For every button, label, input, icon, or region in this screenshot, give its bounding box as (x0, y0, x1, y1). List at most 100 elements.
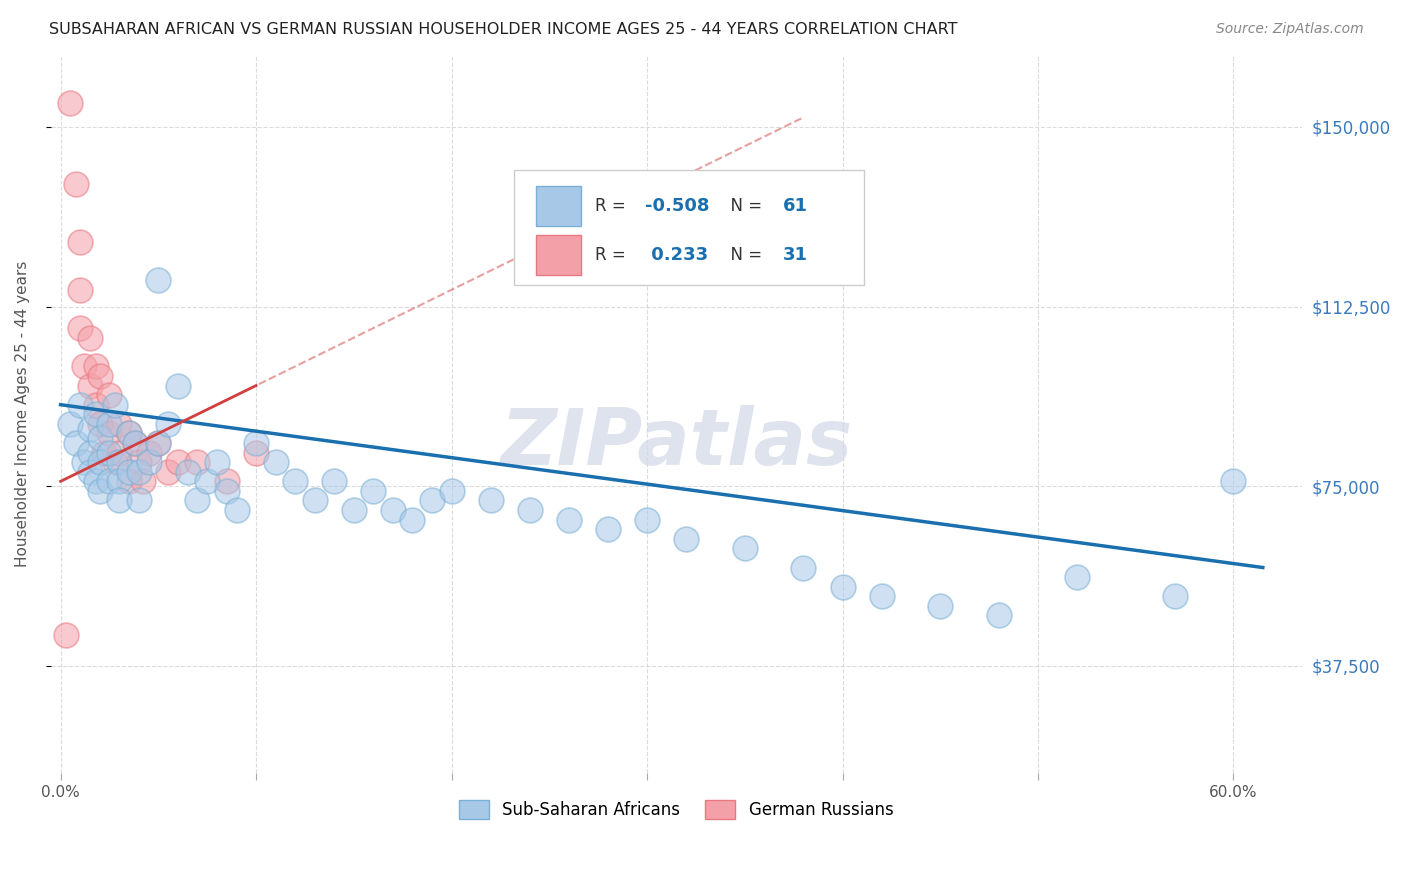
Point (205, 455, 228, 469)
Point (401, 513, 423, 527)
Point (69, 321, 91, 335)
Point (479, 493, 502, 508)
Point (69, 283, 91, 297)
Point (89, 431, 111, 445)
Point (323, 475, 346, 489)
Point (118, 426, 141, 441)
Point (225, 503, 247, 517)
Text: 61: 61 (783, 197, 807, 215)
Point (89, 455, 111, 469)
Point (98, 417, 121, 431)
Point (108, 455, 131, 469)
Point (108, 493, 131, 508)
Point (157, 465, 180, 479)
Point (1066, 570, 1088, 584)
Point (84, 398, 107, 412)
Point (138, 445, 160, 459)
Point (870, 589, 893, 603)
Point (186, 493, 208, 508)
Text: 0.233: 0.233 (645, 246, 709, 264)
Point (176, 465, 198, 479)
Text: 31: 31 (783, 246, 807, 264)
Point (519, 503, 541, 517)
Point (108, 475, 131, 489)
Point (98, 426, 121, 441)
Point (148, 436, 170, 450)
FancyBboxPatch shape (536, 186, 581, 226)
Legend: Sub-Saharan Africans, German Russians: Sub-Saharan Africans, German Russians (453, 794, 900, 826)
Point (108, 417, 131, 431)
Text: ZIPatlas: ZIPatlas (501, 405, 852, 481)
Point (59, 96, 82, 111)
Point (79, 331, 101, 345)
Point (831, 580, 853, 594)
Point (596, 522, 619, 536)
Point (792, 560, 814, 574)
Point (215, 483, 238, 498)
Point (128, 465, 150, 479)
Text: R =: R = (595, 197, 631, 215)
Point (987, 608, 1010, 623)
Point (84, 475, 107, 489)
Point (118, 475, 141, 489)
Point (65, 436, 87, 450)
Point (69, 235, 91, 249)
Point (420, 493, 443, 508)
Point (118, 465, 141, 479)
Point (124, 436, 146, 450)
Point (1164, 589, 1187, 603)
Point (55, 627, 77, 641)
Point (79, 422, 101, 436)
Point (124, 436, 146, 450)
Point (98, 475, 121, 489)
Point (148, 273, 170, 287)
Point (98, 445, 121, 459)
Text: SUBSAHARAN AFRICAN VS GERMAN RUSSIAN HOUSEHOLDER INCOME AGES 25 - 44 YEARS CORRE: SUBSAHARAN AFRICAN VS GERMAN RUSSIAN HOU… (49, 22, 957, 37)
Point (1222, 475, 1244, 489)
Point (167, 378, 190, 392)
Point (381, 503, 404, 517)
Point (245, 436, 267, 450)
Point (363, 483, 385, 498)
Point (98, 388, 121, 402)
Point (131, 475, 153, 489)
Point (148, 436, 170, 450)
Point (73, 359, 96, 374)
Point (167, 455, 190, 469)
Point (79, 378, 101, 392)
Point (89, 417, 111, 431)
Point (59, 417, 82, 431)
Point (186, 455, 208, 469)
Point (138, 455, 160, 469)
Point (284, 475, 307, 489)
FancyBboxPatch shape (513, 170, 865, 285)
Point (89, 483, 111, 498)
Point (128, 455, 150, 469)
Point (215, 475, 238, 489)
Point (118, 426, 141, 441)
Point (79, 445, 101, 459)
Point (929, 599, 952, 613)
Point (84, 407, 107, 421)
Point (734, 541, 756, 556)
Point (128, 493, 150, 508)
Point (195, 475, 218, 489)
Point (558, 513, 581, 527)
Text: -0.508: -0.508 (645, 197, 710, 215)
Point (108, 445, 131, 459)
Point (304, 493, 326, 508)
Point (157, 417, 180, 431)
Point (245, 445, 267, 459)
Point (93, 445, 115, 459)
Point (636, 513, 658, 527)
Point (84, 359, 107, 374)
Y-axis label: Householder Income Ages 25 - 44 years: Householder Income Ages 25 - 44 years (15, 261, 30, 567)
Text: Source: ZipAtlas.com: Source: ZipAtlas.com (1216, 22, 1364, 37)
Point (79, 465, 101, 479)
Point (69, 398, 91, 412)
Point (65, 178, 87, 192)
Point (675, 532, 697, 546)
Text: R =: R = (595, 246, 631, 264)
Point (264, 455, 287, 469)
Text: N =: N = (720, 197, 768, 215)
